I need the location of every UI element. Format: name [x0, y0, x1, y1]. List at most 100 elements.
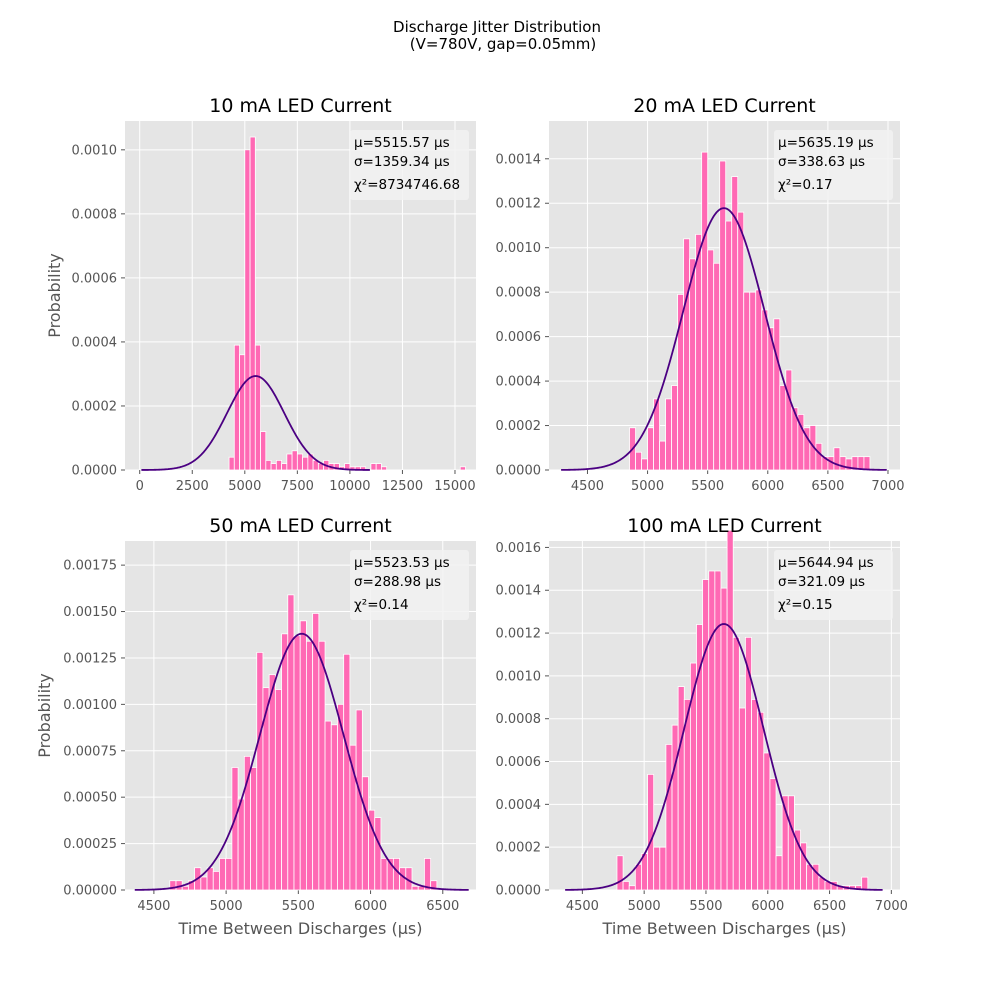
histogram-bar: [665, 744, 673, 891]
histogram-bar: [274, 689, 282, 891]
y-tick-label: 0.0016: [496, 541, 542, 556]
histogram-bar: [296, 453, 304, 471]
histogram-bar: [622, 881, 630, 891]
histogram-bar: [181, 885, 189, 891]
histogram-bar: [659, 846, 667, 891]
histogram-bar: [702, 579, 710, 891]
histogram-bar: [281, 633, 289, 891]
x-tick-label: 5500: [691, 479, 724, 494]
histogram-bar: [779, 385, 787, 471]
histogram-bar: [302, 456, 309, 471]
x-tick-label: 6000: [751, 899, 784, 914]
y-tick-label: 0.0002: [72, 399, 118, 414]
y-tick-label: 0.0014: [496, 152, 542, 167]
histogram-bar: [839, 456, 847, 471]
y-tick-label: 0.0000: [72, 464, 118, 479]
histogram-bar: [374, 817, 382, 891]
figure-title-line1: Discharge Jitter Distribution: [393, 18, 601, 36]
y-tick-label: 0.0002: [496, 841, 542, 856]
x-tick-label: 6000: [354, 899, 387, 914]
histogram-bar: [628, 885, 636, 891]
histogram-bar: [714, 570, 722, 891]
histogram-bar: [343, 653, 351, 891]
stat-mean: μ=5644.94 μs: [778, 555, 874, 571]
histogram-bar: [286, 453, 293, 471]
x-tick-label: 4500: [137, 899, 170, 914]
histogram-bar: [233, 344, 240, 471]
histogram-bar: [459, 466, 466, 471]
histogram-bar: [392, 858, 400, 891]
histogram-bar: [863, 456, 871, 471]
x-tick-label: 5500: [282, 899, 315, 914]
histogram-bar: [701, 151, 709, 471]
y-tick-label: 0.0014: [496, 584, 542, 599]
histogram-bar: [749, 291, 757, 471]
y-tick-label: 0.0004: [72, 335, 118, 350]
histogram-bar: [857, 456, 865, 471]
histogram-bar: [815, 442, 823, 471]
histogram-bar: [318, 640, 326, 891]
y-tick-label: 0.0006: [496, 755, 542, 770]
histogram-bar: [250, 767, 258, 891]
y-tick-label: 0.0008: [496, 286, 542, 301]
histogram-bar: [249, 136, 256, 471]
histogram-bar: [206, 867, 214, 891]
y-tick-label: 0.0000: [496, 884, 542, 899]
histogram-bar: [212, 871, 220, 891]
histogram-bar: [228, 456, 235, 471]
subplot-title: 20 mA LED Current: [633, 95, 815, 117]
histogram-bar: [256, 651, 264, 891]
histogram-bar: [751, 699, 759, 891]
x-tick-label: 7500: [281, 479, 314, 494]
stat-chi-squared: χ²=0.17: [778, 177, 833, 193]
histogram-bar: [767, 327, 775, 471]
histogram-bar: [761, 309, 769, 471]
histogram-bars: [629, 151, 871, 471]
x-tick-label: 0: [136, 479, 144, 494]
x-axis-label: Time Between Discharges (μs): [602, 919, 847, 938]
x-axis-label: Time Between Discharges (μs): [178, 919, 423, 938]
histogram-bar: [616, 855, 624, 891]
histogram-bar: [306, 640, 314, 891]
x-tick-label: 15000: [434, 479, 475, 494]
histogram-bar: [231, 767, 239, 891]
subplot-1: 0 2500 5000 7500 10000 12500 15000 0.0000 0.0002…: [45, 95, 476, 494]
histogram-bar: [653, 398, 660, 471]
y-tick-label: 0.0000: [496, 464, 542, 479]
x-tick-label: 2500: [176, 479, 209, 494]
y-tick-label: 0.0010: [496, 241, 542, 256]
stat-sigma: σ=288.98 μs: [354, 574, 441, 590]
histogram-bars: [169, 594, 438, 891]
histogram-bar: [381, 466, 388, 471]
stats-box: μ=5515.57 μs σ=1359.34 μs χ²=8734746.68: [350, 130, 469, 200]
x-tick-label: 4500: [571, 479, 604, 494]
x-tick-label: 6500: [813, 899, 846, 914]
histogram-bar: [726, 529, 734, 891]
y-tick-label: 0.0006: [72, 271, 118, 286]
histogram-bar: [737, 211, 745, 471]
histogram-bar: [330, 724, 338, 891]
histogram-bar: [293, 635, 301, 891]
x-tick-label: 10000: [329, 479, 370, 494]
stat-sigma: σ=1359.34 μs: [354, 154, 450, 170]
gaussian-fit-line: [141, 375, 370, 471]
histogram-bar: [671, 724, 679, 891]
subplot-4: 4500 5000 5500 6000 6500 7000 0.0000 0.0002 0.00…: [496, 515, 908, 938]
histogram-bar: [671, 385, 679, 471]
histogram-bar: [653, 846, 661, 891]
histogram-bar: [225, 858, 233, 891]
histogram-bar: [763, 752, 771, 891]
x-tick-label: 5000: [228, 479, 261, 494]
y-tick-label: 0.00175: [63, 559, 117, 574]
histogram-bar: [411, 885, 419, 891]
x-tick-label: 6500: [811, 479, 844, 494]
x-tick-label: 7000: [871, 479, 904, 494]
gaussian-fit-line: [561, 207, 887, 471]
x-tick-label: 6000: [751, 479, 784, 494]
histogram-bar: [787, 795, 795, 891]
histogram-bars: [228, 136, 466, 471]
histogram-bar: [689, 258, 697, 471]
gaussian-fit-line: [565, 623, 883, 891]
stats-box: μ=5523.53 μs σ=288.98 μs χ²=0.14: [350, 550, 469, 620]
histogram-bar: [695, 233, 703, 471]
